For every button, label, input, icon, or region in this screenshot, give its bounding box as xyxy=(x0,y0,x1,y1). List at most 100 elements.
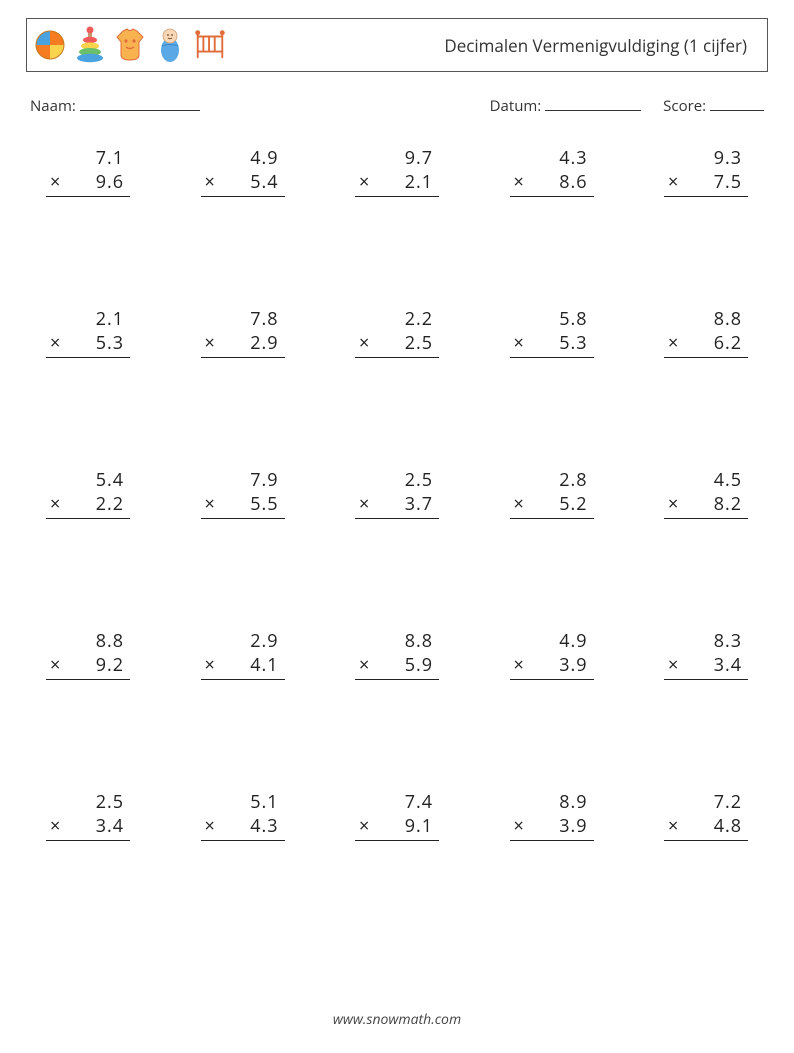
multiplicand: 7.1 xyxy=(64,146,124,170)
problem: 4.5×8.2 xyxy=(664,468,748,519)
problem: 2.8×5.2 xyxy=(510,468,594,519)
multiplicand: 2.9 xyxy=(219,629,279,653)
problem: 4.3×8.6 xyxy=(510,146,594,197)
multiplicand: 8.8 xyxy=(64,629,124,653)
ball-icon xyxy=(33,25,67,65)
multiplicand: 4.3 xyxy=(528,146,588,170)
multiplicand: 2.1 xyxy=(64,307,124,331)
operator: × xyxy=(668,170,682,194)
problems-grid: 7.1×9.64.9×5.49.7×2.14.3×8.69.3×7.52.1×5… xyxy=(26,146,768,841)
rule-line xyxy=(355,840,439,841)
operator: × xyxy=(514,814,528,838)
problem: 7.2×4.8 xyxy=(664,790,748,841)
operator: × xyxy=(668,331,682,355)
multiplier: 6.2 xyxy=(682,331,742,355)
operator: × xyxy=(359,170,373,194)
worksheet-title: Decimalen Vermenigvuldiging (1 cijfer) xyxy=(444,34,753,57)
operator: × xyxy=(359,653,373,677)
rule-line xyxy=(201,679,285,680)
rule-line xyxy=(201,357,285,358)
multiplicand: 7.2 xyxy=(682,790,742,814)
rule-line xyxy=(510,679,594,680)
operator: × xyxy=(50,653,64,677)
problem: 8.8×9.2 xyxy=(46,629,130,680)
multiplicand: 2.8 xyxy=(528,468,588,492)
rule-line xyxy=(664,357,748,358)
operator: × xyxy=(50,492,64,516)
rule-line xyxy=(201,518,285,519)
rule-line xyxy=(355,196,439,197)
onesie-icon xyxy=(113,25,147,65)
multiplier: 8.2 xyxy=(682,492,742,516)
multiplier: 3.7 xyxy=(373,492,433,516)
multiplier: 3.4 xyxy=(64,814,124,838)
problem: 9.3×7.5 xyxy=(664,146,748,197)
multiplier: 9.6 xyxy=(64,170,124,194)
problem-row: 7.1×9.64.9×5.49.7×2.14.3×8.69.3×7.5 xyxy=(26,146,768,197)
operator: × xyxy=(668,492,682,516)
multiplicand: 4.9 xyxy=(219,146,279,170)
problem: 8.8×6.2 xyxy=(664,307,748,358)
multiplicand: 7.4 xyxy=(373,790,433,814)
multiplier: 2.2 xyxy=(64,492,124,516)
score-blank xyxy=(710,96,764,111)
rule-line xyxy=(510,840,594,841)
rule-line xyxy=(664,840,748,841)
operator: × xyxy=(205,170,219,194)
operator: × xyxy=(359,814,373,838)
operator: × xyxy=(205,331,219,355)
operator: × xyxy=(514,653,528,677)
operator: × xyxy=(359,492,373,516)
multiplier: 9.1 xyxy=(373,814,433,838)
multiplier: 8.6 xyxy=(528,170,588,194)
multiplier: 5.3 xyxy=(528,331,588,355)
multiplicand: 5.4 xyxy=(64,468,124,492)
name-label: Naam: xyxy=(30,96,76,116)
multiplier: 5.4 xyxy=(219,170,279,194)
problem: 8.3×3.4 xyxy=(664,629,748,680)
problem: 2.1×5.3 xyxy=(46,307,130,358)
score-field: Score: xyxy=(663,96,764,116)
problem-row: 8.8×9.22.9×4.18.8×5.94.9×3.98.3×3.4 xyxy=(26,629,768,680)
multiplier: 5.9 xyxy=(373,653,433,677)
operator: × xyxy=(514,170,528,194)
problem: 8.8×5.9 xyxy=(355,629,439,680)
multiplicand: 8.3 xyxy=(682,629,742,653)
rule-line xyxy=(510,196,594,197)
score-label: Score: xyxy=(663,96,706,116)
problem: 2.9×4.1 xyxy=(201,629,285,680)
multiplicand: 9.7 xyxy=(373,146,433,170)
problem: 7.4×9.1 xyxy=(355,790,439,841)
problem: 7.1×9.6 xyxy=(46,146,130,197)
info-row: Naam: Datum: Score: xyxy=(30,96,764,116)
multiplicand: 5.1 xyxy=(219,790,279,814)
operator: × xyxy=(514,331,528,355)
name-blank xyxy=(80,96,200,111)
multiplicand: 8.9 xyxy=(528,790,588,814)
rule-line xyxy=(46,196,130,197)
multiplicand: 4.9 xyxy=(528,629,588,653)
operator: × xyxy=(50,814,64,838)
multiplicand: 5.8 xyxy=(528,307,588,331)
multiplier: 3.9 xyxy=(528,653,588,677)
swaddle-baby-icon xyxy=(153,25,187,65)
problem: 4.9×3.9 xyxy=(510,629,594,680)
rule-line xyxy=(46,357,130,358)
problem: 7.9×5.5 xyxy=(201,468,285,519)
problem: 8.9×3.9 xyxy=(510,790,594,841)
rule-line xyxy=(664,679,748,680)
rule-line xyxy=(355,518,439,519)
rule-line xyxy=(46,518,130,519)
multiplicand: 2.5 xyxy=(373,468,433,492)
rule-line xyxy=(664,518,748,519)
operator: × xyxy=(359,331,373,355)
problem: 4.9×5.4 xyxy=(201,146,285,197)
rule-line xyxy=(201,196,285,197)
problem-row: 5.4×2.27.9×5.52.5×3.72.8×5.24.5×8.2 xyxy=(26,468,768,519)
multiplier: 9.2 xyxy=(64,653,124,677)
operator: × xyxy=(668,653,682,677)
date-field: Datum: xyxy=(490,96,642,116)
problem: 5.1×4.3 xyxy=(201,790,285,841)
operator: × xyxy=(50,331,64,355)
multiplicand: 8.8 xyxy=(682,307,742,331)
